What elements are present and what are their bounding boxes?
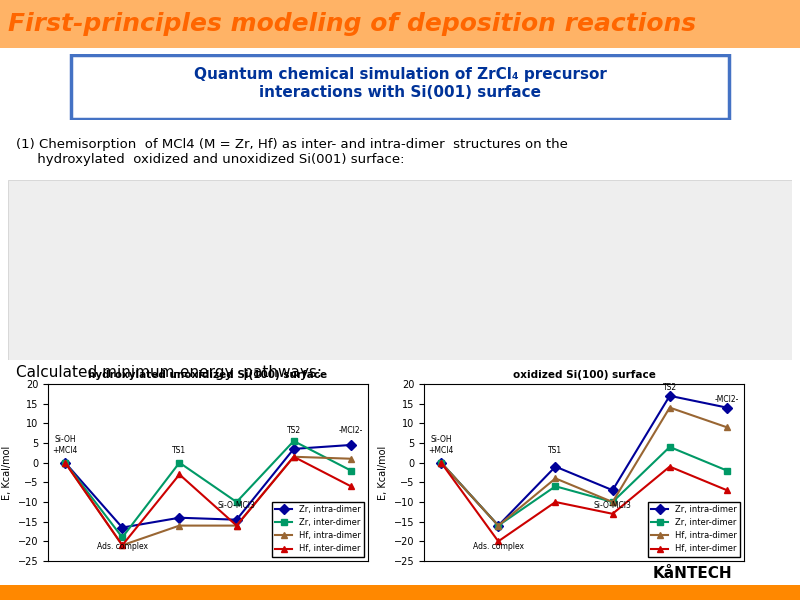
Zr, intra-dimer bbox=[550, 463, 560, 470]
Line: Hf, intra-dimer: Hf, intra-dimer bbox=[62, 453, 354, 549]
Hf, intra-dimer bbox=[60, 459, 70, 466]
Title: hydroxylated unoxidized Si(100) surface: hydroxylated unoxidized Si(100) surface bbox=[89, 370, 327, 380]
Zr, intra-dimer bbox=[289, 445, 298, 452]
Zr, inter-dimer bbox=[665, 443, 674, 451]
Zr, inter-dimer bbox=[346, 467, 356, 474]
Title: oxidized Si(100) surface: oxidized Si(100) surface bbox=[513, 370, 655, 380]
Text: Quantum chemical simulation of ZrCl₄ precursor
interactions with Si(001) surface: Quantum chemical simulation of ZrCl₄ pre… bbox=[194, 67, 606, 100]
Zr, inter-dimer bbox=[174, 459, 184, 466]
Hf, intra-dimer bbox=[346, 455, 356, 463]
Text: TS1: TS1 bbox=[172, 446, 186, 455]
Zr, inter-dimer bbox=[289, 437, 298, 445]
Zr, inter-dimer bbox=[118, 534, 127, 541]
Hf, inter-dimer bbox=[436, 459, 446, 466]
Zr, intra-dimer bbox=[346, 442, 356, 449]
Text: (1) Chemisorption  of MCl4 (M = Zr, Hf) as inter- and intra-dimer  structures on: (1) Chemisorption of MCl4 (M = Zr, Hf) a… bbox=[16, 138, 568, 166]
Text: TS1: TS1 bbox=[548, 446, 562, 455]
Line: Zr, inter-dimer: Zr, inter-dimer bbox=[438, 443, 730, 529]
Zr, inter-dimer bbox=[436, 459, 446, 466]
Hf, inter-dimer bbox=[174, 471, 184, 478]
Text: Si-OH
+MCl4: Si-OH +MCl4 bbox=[429, 436, 454, 455]
Hf, intra-dimer bbox=[174, 522, 184, 529]
Hf, intra-dimer bbox=[494, 522, 503, 529]
Hf, inter-dimer bbox=[665, 463, 674, 470]
Hf, intra-dimer bbox=[722, 424, 732, 431]
Hf, inter-dimer bbox=[550, 499, 560, 506]
Hf, inter-dimer bbox=[60, 459, 70, 466]
Text: TS2: TS2 bbox=[662, 383, 677, 392]
Zr, intra-dimer bbox=[60, 459, 70, 466]
Y-axis label: E, Kcal/mol: E, Kcal/mol bbox=[2, 445, 12, 500]
Hf, inter-dimer bbox=[118, 542, 127, 549]
Zr, intra-dimer bbox=[174, 514, 184, 521]
Hf, inter-dimer bbox=[289, 453, 298, 460]
Text: Si-O-MCl3: Si-O-MCl3 bbox=[594, 501, 631, 510]
Zr, inter-dimer bbox=[232, 499, 242, 506]
Hf, intra-dimer bbox=[550, 475, 560, 482]
Hf, inter-dimer bbox=[346, 482, 356, 490]
Text: TS2: TS2 bbox=[286, 426, 301, 435]
Zr, inter-dimer bbox=[550, 482, 560, 490]
Zr, intra-dimer bbox=[436, 459, 446, 466]
Line: Hf, intra-dimer: Hf, intra-dimer bbox=[438, 404, 730, 529]
Hf, intra-dimer bbox=[436, 459, 446, 466]
Hf, inter-dimer bbox=[494, 538, 503, 545]
Hf, inter-dimer bbox=[722, 487, 732, 494]
Hf, intra-dimer bbox=[232, 522, 242, 529]
Legend: Zr, intra-dimer, Zr, inter-dimer, Hf, intra-dimer, Hf, inter-dimer: Zr, intra-dimer, Zr, inter-dimer, Hf, in… bbox=[272, 502, 364, 557]
Hf, inter-dimer bbox=[232, 522, 242, 529]
FancyBboxPatch shape bbox=[70, 55, 730, 119]
Line: Hf, inter-dimer: Hf, inter-dimer bbox=[62, 453, 354, 549]
Line: Zr, intra-dimer: Zr, intra-dimer bbox=[438, 392, 730, 529]
Zr, intra-dimer bbox=[118, 524, 127, 531]
Hf, intra-dimer bbox=[289, 453, 298, 460]
Zr, intra-dimer bbox=[494, 522, 503, 529]
FancyBboxPatch shape bbox=[0, 0, 800, 48]
Line: Hf, inter-dimer: Hf, inter-dimer bbox=[438, 459, 730, 545]
Zr, inter-dimer bbox=[722, 467, 732, 474]
Text: -MCl2-: -MCl2- bbox=[338, 426, 363, 435]
Line: Zr, inter-dimer: Zr, inter-dimer bbox=[62, 437, 354, 541]
Text: Si-OH
+MCl4: Si-OH +MCl4 bbox=[53, 436, 78, 455]
Zr, inter-dimer bbox=[608, 499, 618, 506]
Hf, intra-dimer bbox=[608, 499, 618, 506]
Line: Zr, intra-dimer: Zr, intra-dimer bbox=[62, 442, 354, 531]
Text: First-principles modeling of deposition reactions: First-principles modeling of deposition … bbox=[8, 12, 696, 36]
Zr, intra-dimer bbox=[665, 392, 674, 400]
Zr, intra-dimer bbox=[608, 487, 618, 494]
Hf, inter-dimer bbox=[608, 510, 618, 517]
Text: KåNTECH: KåNTECH bbox=[652, 565, 732, 581]
Legend: Zr, intra-dimer, Zr, inter-dimer, Hf, intra-dimer, Hf, inter-dimer: Zr, intra-dimer, Zr, inter-dimer, Hf, in… bbox=[648, 502, 740, 557]
Text: Ads. complex: Ads. complex bbox=[473, 542, 524, 551]
Text: Calculated minimum-energy  pathways:: Calculated minimum-energy pathways: bbox=[16, 364, 322, 379]
Zr, inter-dimer bbox=[494, 522, 503, 529]
Zr, intra-dimer bbox=[722, 404, 732, 411]
Hf, intra-dimer bbox=[118, 542, 127, 549]
Zr, inter-dimer bbox=[60, 459, 70, 466]
Text: Si-O-MCl3: Si-O-MCl3 bbox=[218, 501, 255, 510]
Hf, intra-dimer bbox=[665, 404, 674, 411]
Zr, intra-dimer bbox=[232, 516, 242, 523]
Y-axis label: E, Kcal/mol: E, Kcal/mol bbox=[378, 445, 388, 500]
Text: -MCl2-: -MCl2- bbox=[714, 395, 739, 404]
Text: Ads. complex: Ads. complex bbox=[97, 542, 148, 551]
